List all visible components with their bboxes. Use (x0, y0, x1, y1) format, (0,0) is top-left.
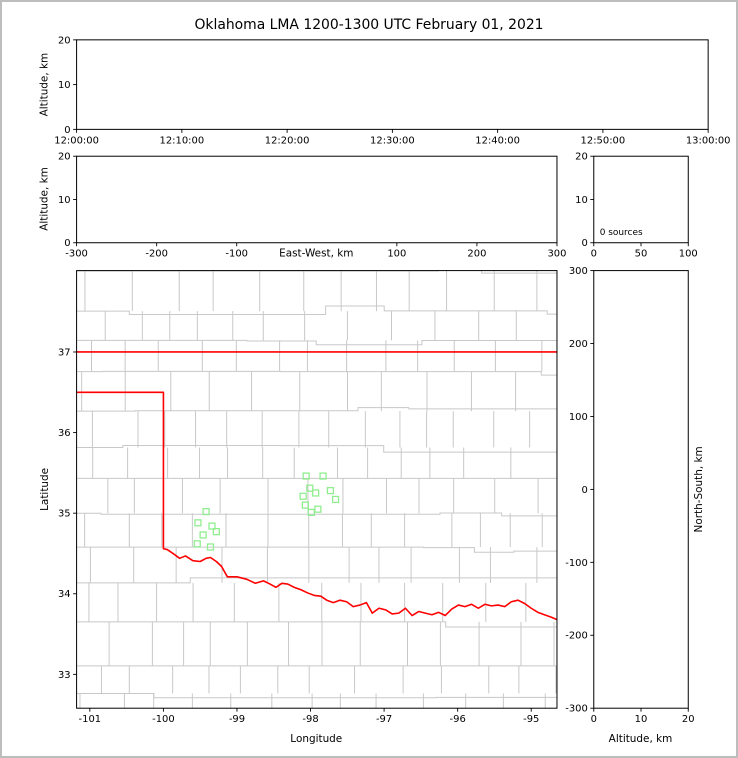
station-marker (302, 472, 310, 480)
station-marker (306, 484, 314, 492)
x-tick-label: -200 (145, 249, 168, 260)
y-tick-label: 36 (58, 428, 71, 439)
x-tick-label: -96 (450, 714, 466, 725)
axes-frame (593, 270, 689, 709)
y-tick-label: 100 (569, 412, 588, 423)
station-marker (202, 507, 210, 516)
y-tick-label: 20 (58, 35, 71, 46)
station-marker (319, 472, 327, 480)
county-line (76, 305, 557, 315)
source-count-annotation: 0 sources (600, 228, 643, 238)
axes-frame (76, 39, 709, 130)
x-tick-label: -100 (152, 714, 175, 725)
eastwest-panel-xlabel: East-West, km (279, 248, 353, 260)
map-ylabel: Latitude (39, 468, 51, 511)
county-line (76, 546, 557, 553)
x-tick-label: -300 (65, 249, 88, 260)
time-panel-ylabel: Altitude, km (39, 53, 51, 117)
eastwest-panel-ylabel: Altitude, km (39, 167, 51, 231)
y-tick-label: -200 (565, 631, 588, 642)
y-tick-label: -100 (565, 558, 588, 569)
x-tick-label: 10 (635, 714, 648, 725)
y-tick-label: 35 (58, 509, 71, 520)
station-marker (312, 489, 320, 497)
x-tick-label: -100 (225, 249, 248, 260)
y-tick-label: 200 (569, 339, 588, 350)
y-tick-label: 0 (581, 485, 587, 496)
map-layers (76, 270, 557, 709)
y-tick-label: 33 (58, 670, 71, 681)
y-tick-label: -300 (565, 704, 588, 715)
axes-frame (76, 155, 558, 244)
northsouth-panel-right-ylabel: North-South, km (693, 446, 705, 532)
county-line (76, 370, 557, 376)
figure-title: Oklahoma LMA 1200-1300 UTC February 01, … (194, 17, 543, 33)
x-tick-label: 100 (679, 249, 698, 260)
x-tick-label: 50 (635, 249, 648, 260)
x-tick-label: 12:20:00 (265, 135, 310, 146)
station-marker (199, 531, 207, 539)
y-tick-label: 300 (569, 266, 588, 277)
y-tick-label: 37 (58, 347, 71, 358)
axes-layer: 12:00:00 12:10:00 12:20:00 12:30:00 12:40:00… (54, 35, 730, 725)
x-tick-label: 300 (547, 249, 566, 260)
x-tick-label: 20 (682, 714, 695, 725)
map-xlabel: Longitude (290, 733, 342, 745)
county-line (76, 270, 557, 274)
y-tick-label: 10 (575, 195, 588, 206)
station-marker (314, 505, 322, 513)
y-tick-label: 0 (64, 125, 70, 136)
y-tick-label: 20 (575, 152, 588, 163)
county-line (76, 407, 557, 412)
station-marker (301, 501, 309, 509)
station-marker (206, 543, 215, 551)
state-boundary (76, 391, 557, 621)
x-tick-label: -97 (376, 714, 392, 725)
y-tick-label: 0 (64, 238, 70, 249)
x-tick-label: -98 (302, 714, 318, 725)
county-line (76, 445, 557, 453)
county-line (76, 577, 557, 584)
station-marker (212, 528, 220, 536)
station-marker (193, 540, 201, 548)
x-tick-label: 12:30:00 (370, 135, 415, 146)
county-line (76, 621, 557, 628)
x-tick-label: 200 (467, 249, 486, 260)
y-tick-label: 10 (58, 195, 71, 206)
x-tick-label: 100 (387, 249, 406, 260)
x-tick-label: 13:00:00 (686, 135, 731, 146)
y-tick-label: 20 (58, 152, 71, 163)
station-marker (194, 519, 202, 527)
axes-frame (76, 270, 558, 709)
y-tick-label: 34 (58, 589, 71, 600)
y-tick-label: 10 (58, 80, 71, 91)
x-tick-label: 12:50:00 (581, 135, 626, 146)
station-marker (307, 508, 315, 517)
y-tick-label: 0 (581, 238, 587, 249)
x-tick-label: 12:10:00 (160, 135, 205, 146)
station-marker (326, 486, 335, 495)
x-tick-label: 0 (591, 249, 597, 260)
northsouth-panel-xlabel: Altitude, km (609, 733, 673, 745)
county-line (76, 339, 557, 346)
station-marker (208, 522, 216, 530)
county-line (76, 512, 557, 517)
x-tick-label: -101 (79, 714, 102, 725)
station-marker (331, 495, 340, 504)
x-tick-label: -95 (523, 714, 539, 725)
x-tick-label: 0 (591, 714, 597, 725)
x-tick-label: 12:40:00 (475, 135, 520, 146)
station-marker (299, 492, 307, 500)
x-tick-label: -99 (229, 714, 245, 725)
x-tick-label: 12:00:00 (54, 135, 99, 146)
county-line (76, 692, 557, 699)
